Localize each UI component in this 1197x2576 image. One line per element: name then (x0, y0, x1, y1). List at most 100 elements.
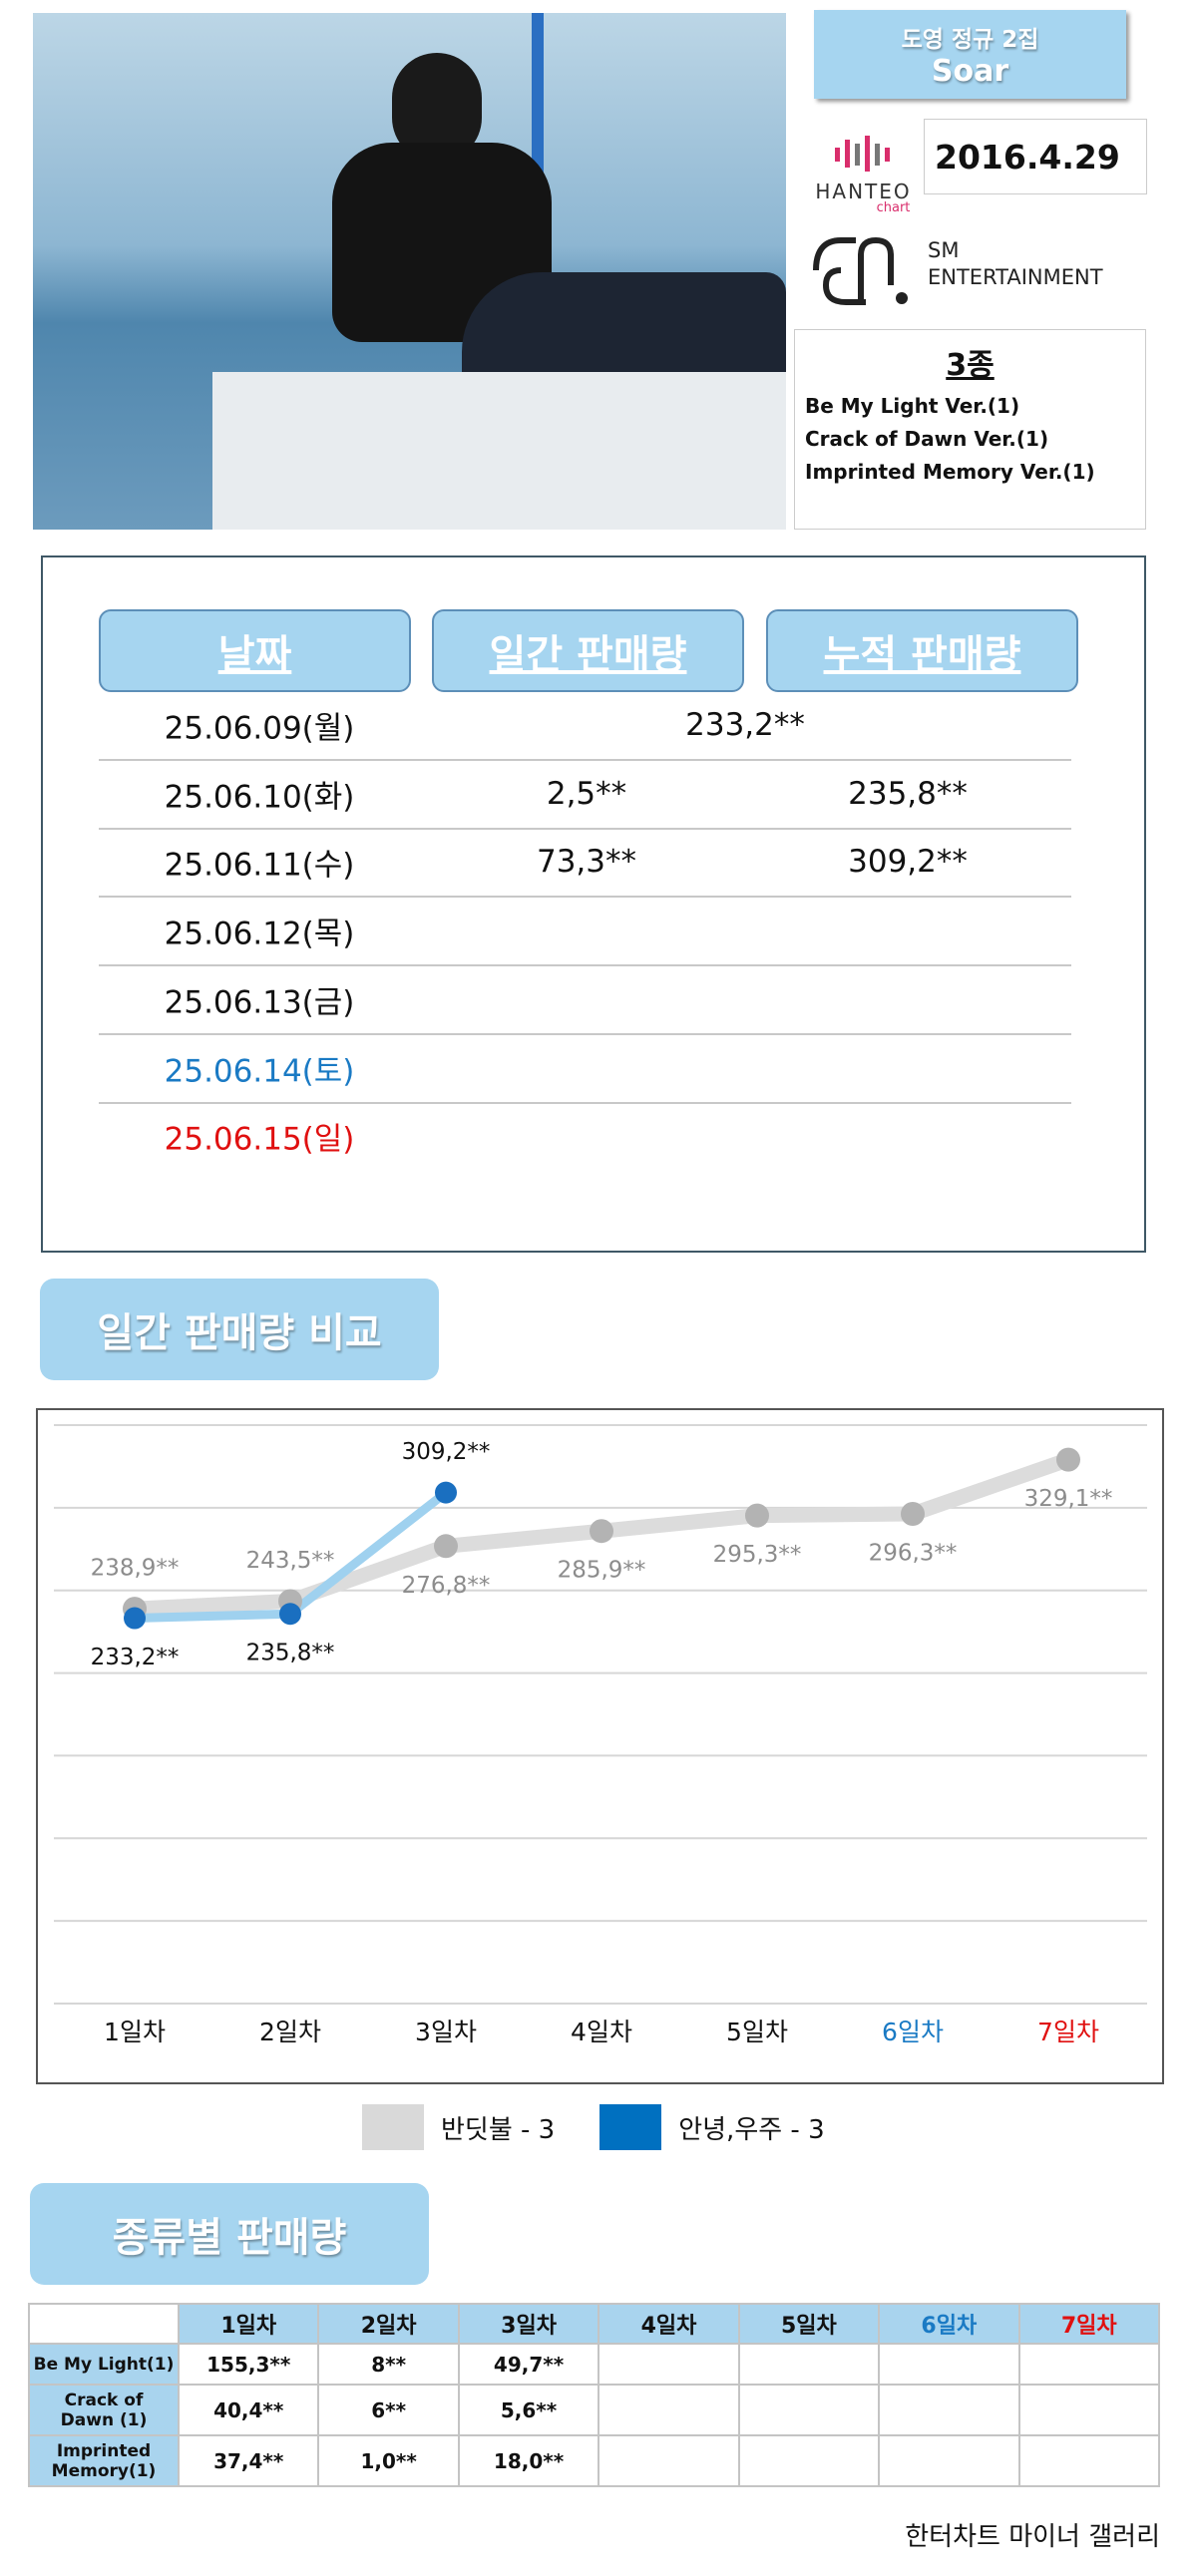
legend: 반딧불 - 3 안녕,우주 - 3 (362, 2104, 825, 2150)
table-header: 날짜 (99, 609, 411, 692)
table-cell-date: 25.06.12(목) (164, 916, 355, 952)
data-point (590, 1519, 613, 1544)
table-cell-daily: 73,3** (536, 844, 637, 881)
type-cell (737, 2434, 881, 2487)
data-label: 329,1** (1024, 1486, 1113, 1512)
x-tick-label: 7일차 (1037, 2018, 1099, 2046)
data-point (434, 1534, 458, 1559)
row-name: Imprinted Memory(1) (28, 2434, 180, 2487)
type-cell (598, 2434, 740, 2487)
row-name-line: Dawn (1) (60, 2409, 148, 2430)
sm-text: SM ENTERTAINMENT (928, 237, 1103, 291)
chart-frame (36, 1408, 1164, 2084)
column-header: 5일차 (737, 2303, 881, 2345)
column-header: 4일차 (598, 2303, 740, 2345)
type-cell: 18,0** (457, 2434, 600, 2487)
release-date-box: 2016.4.29 (924, 119, 1147, 194)
row-separator (99, 964, 1071, 967)
x-tick-label: 3일차 (415, 2018, 477, 2046)
type-cell (1017, 2343, 1161, 2386)
album-name: Soar (931, 54, 1009, 89)
hanteo-icon (834, 136, 890, 172)
table-cell-combined: 233,2** (685, 707, 805, 743)
data-point (901, 1501, 925, 1526)
table-cell-date: 25.06.10(화) (164, 779, 355, 816)
type-cell (878, 2384, 1020, 2436)
data-label: 285,9** (558, 1558, 646, 1584)
data-label: 309,2** (402, 1439, 491, 1465)
table-cell-date: 25.06.09(월) (164, 710, 355, 747)
type-cell: 8** (317, 2343, 460, 2386)
versions-title: 3종 (946, 348, 995, 383)
x-tick-label: 6일차 (882, 2018, 944, 2046)
header-row: 1일차 2일차 3일차 4일차 5일차 6일차 7일차 (28, 2303, 1161, 2345)
legend-label: 반딧불 - 3 (441, 2114, 556, 2145)
album-title: 도영 정규 2집 (901, 27, 1039, 53)
row-name-line: Memory(1) (51, 2460, 157, 2481)
type-cell: 49,7** (457, 2343, 600, 2386)
type-cell (737, 2343, 881, 2386)
type-row: Be My Light(1) 155,3** 8** 49,7** (28, 2343, 1161, 2386)
data-label: 233,2** (91, 1645, 180, 1670)
column-header: 3일차 (457, 2303, 600, 2345)
version-item: Imprinted Memory Ver.(1) (805, 460, 1095, 484)
type-cell: 37,4** (177, 2434, 320, 2487)
type-heading-box: 종류별 판매량 (30, 2183, 429, 2285)
data-point (435, 1481, 457, 1504)
column-header: 2일차 (317, 2303, 460, 2345)
hanteo-text: HANTEO (815, 180, 912, 203)
row-separator (99, 1032, 1071, 1035)
table-cell-total: 235,8** (848, 775, 968, 812)
type-cell (598, 2384, 740, 2436)
column-header: 1일차 (177, 2303, 320, 2345)
row-separator (99, 1101, 1071, 1104)
table-cell-daily: 2,5** (546, 775, 627, 812)
data-point (745, 1503, 769, 1528)
data-label: 235,8** (246, 1641, 335, 1666)
legend-swatch (599, 2104, 662, 2150)
x-tick-label: 4일차 (571, 2018, 632, 2046)
table-cell-date: 25.06.13(금) (164, 984, 355, 1021)
version-item: Crack of Dawn Ver.(1) (805, 427, 1049, 451)
hanteo-sub: chart (876, 200, 911, 215)
type-cell (737, 2384, 881, 2436)
corner-cell (28, 2303, 180, 2345)
album-title-box: 도영 정규 2집 Soar (814, 10, 1126, 99)
table-header: 누적 판매량 (766, 609, 1078, 692)
chart-heading: 일간 판매량 비교 (97, 1310, 382, 1356)
sales-table-frame (41, 555, 1146, 1253)
type-cell: 1,0** (317, 2434, 460, 2487)
data-label: 276,8** (402, 1573, 491, 1599)
release-date: 2016.4.29 (935, 137, 1120, 177)
data-label: 296,3** (869, 1540, 958, 1566)
type-row: Imprinted Memory(1) 37,4** 1,0** 18,0** (28, 2434, 1161, 2487)
footer: 한터차트 마이너 갤러리 (905, 2522, 1160, 2552)
versions-box: 3종 Be My Light Ver.(1) Crack of Dawn Ver.… (794, 329, 1146, 530)
hanteo-logo: HANTEO chart (806, 132, 921, 223)
type-cell (878, 2343, 1020, 2386)
row-name-line: Be My Light(1) (33, 2354, 175, 2375)
column-header: 6일차 (878, 2303, 1020, 2345)
type-heading: 종류별 판매량 (112, 2215, 347, 2261)
x-tick-label: 2일차 (259, 2018, 321, 2046)
table-cell-date: 25.06.15(일) (164, 1121, 355, 1158)
line-chart: 1일차 2일차 3일차 4일차 5일차 6일차 7일차 238,9** 243,5** 276,8… (54, 1424, 1147, 2046)
column-header: 7일차 (1017, 2303, 1161, 2345)
version-item: Be My Light Ver.(1) (805, 394, 1020, 418)
sm-logo (813, 236, 908, 305)
row-name: Be My Light(1) (28, 2343, 180, 2386)
chart-heading-box: 일간 판매량 비교 (40, 1279, 439, 1380)
data-label: 295,3** (713, 1542, 802, 1568)
versions-list: Be My Light Ver.(1) Crack of Dawn Ver.(1)… (795, 390, 1145, 489)
type-cell: 40,4** (177, 2384, 320, 2436)
row-name-line: Imprinted (56, 2440, 152, 2461)
row-name: Crack of Dawn (1) (28, 2384, 180, 2436)
table-cell-date: 25.06.14(토) (164, 1053, 355, 1089)
row-separator (99, 896, 1071, 899)
row-separator (99, 827, 1071, 830)
type-cell: 6** (317, 2384, 460, 2436)
type-cell: 155,3** (177, 2343, 320, 2386)
data-point (1056, 1447, 1080, 1472)
data-label: 238,9** (91, 1556, 180, 1582)
type-cell (1017, 2384, 1161, 2436)
